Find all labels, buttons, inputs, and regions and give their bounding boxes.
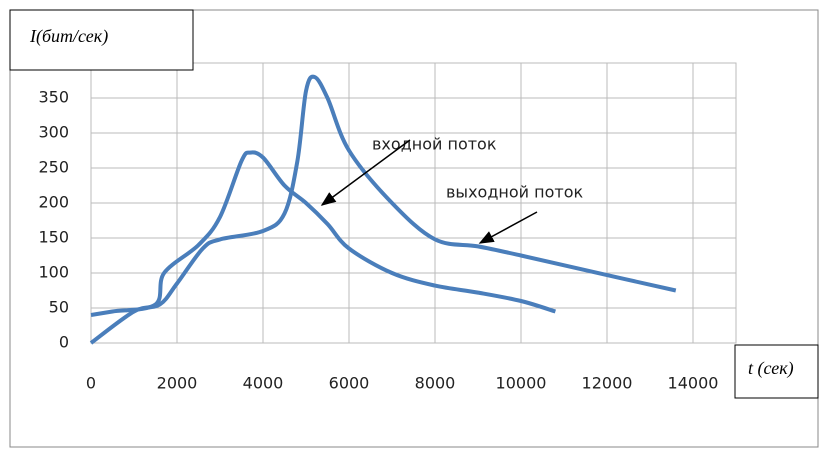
line-series — [89, 74, 677, 345]
line-series — [90, 150, 556, 317]
y-tick-label: 0 — [59, 333, 69, 352]
annotation-arrow — [320, 139, 411, 206]
x-tick-label: 6000 — [329, 374, 370, 393]
x-tick-label: 2000 — [157, 374, 198, 393]
plot-area: 0501001502002503003504000200040006000800… — [38, 53, 737, 393]
chart-frame — [9, 9, 819, 448]
x-tick-label: 14000 — [668, 374, 719, 393]
y-label-box — [9, 9, 194, 71]
y-tick-label: 50 — [49, 298, 69, 317]
x-axis-label: t (сек) — [748, 358, 794, 379]
x-tick-label: 0 — [86, 374, 96, 393]
x-tick-label: 10000 — [496, 374, 547, 393]
y-tick-label: 150 — [38, 228, 69, 247]
annotation: входной поток — [372, 135, 497, 154]
x-tick-label: 12000 — [582, 374, 633, 393]
y-tick-label: 200 — [38, 193, 69, 212]
x-tick-label: 8000 — [415, 374, 456, 393]
y-tick-label: 100 — [38, 263, 69, 282]
y-tick-label: 350 — [38, 88, 69, 107]
y-tick-label: 300 — [38, 123, 69, 142]
x-tick-label: 4000 — [243, 374, 284, 393]
annotation: выходной поток — [446, 183, 583, 202]
y-tick-label: 250 — [38, 158, 69, 177]
y-axis-label: I(бит/сек) — [29, 26, 108, 47]
annotation-arrow — [478, 211, 538, 244]
x-label-box — [734, 344, 819, 399]
